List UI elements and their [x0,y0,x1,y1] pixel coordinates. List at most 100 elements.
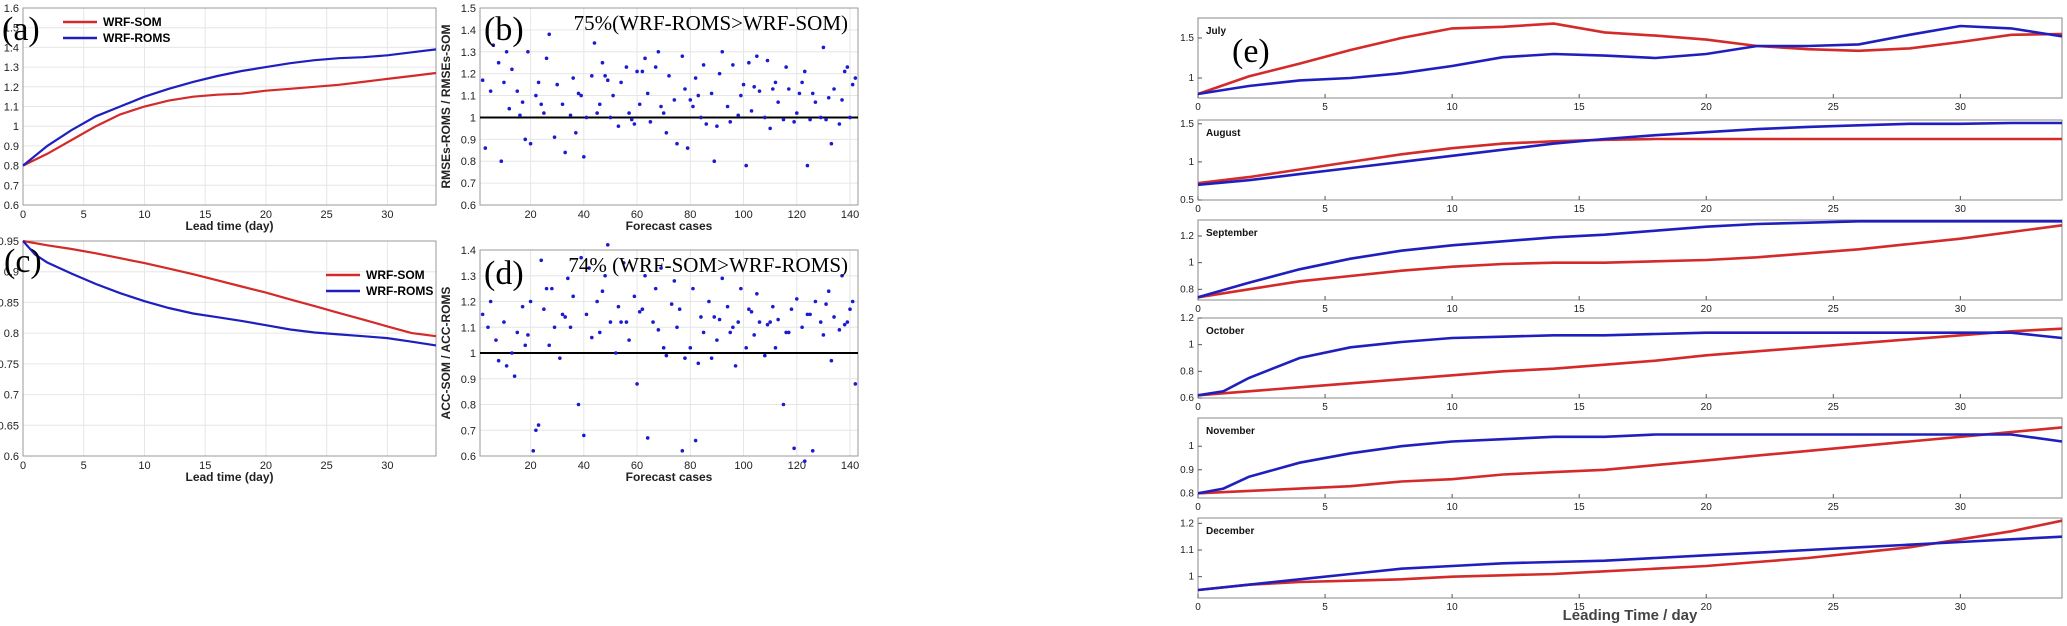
x-tick-label: 20 [260,209,272,221]
scatter-point [667,74,671,78]
y-tick-label: 1 [13,121,19,133]
plot-frame [479,7,859,206]
scatter-point [773,80,778,85]
plot-area [22,240,437,457]
y-axis-label: ACC-SOM / ACC-ROMS [439,287,453,420]
scatter-point [648,120,653,124]
y-tick-label: 1.6 [4,3,19,15]
x-axis-label: Lead time (day) [185,219,273,233]
scatter-point [691,286,695,291]
x-tick-label: 25 [1828,502,1840,513]
scatter-point [515,330,520,335]
scatter-point [613,351,618,355]
scatter-point [680,449,685,453]
x-tick-label: 20 [1701,204,1713,215]
series-line-wrf-roms [1197,535,2063,592]
scatter-point [749,310,754,314]
y-tick-label: 1.5 [1180,119,1194,130]
scatter-point [853,76,858,80]
y-tick-label: 0.6 [461,451,476,463]
x-tick-label: 0 [1195,402,1201,413]
y-tick-label: 1.2 [4,82,19,94]
y-tick-label: 0.6 [4,200,19,212]
series-line-wrf-som [1197,426,2063,495]
y-tick-label: 0.6 [1180,393,1194,404]
scatter-point [568,325,573,330]
scatter-point [688,346,693,350]
scatter-point [755,291,759,296]
y-tick-label: 1.5 [4,23,19,35]
scatter-point [709,91,714,96]
series-line-wrf-roms [1197,331,2063,397]
scatter-point [656,328,661,332]
y-tick-label: 1 [1188,572,1194,583]
y-tick-label: 1.4 [461,25,476,37]
scatter-point [558,356,562,360]
scatter-point [776,100,780,104]
scatter-point [528,299,533,304]
y-tick-label: 0.75 [0,359,19,371]
y-tick-label: 0.8 [461,400,476,412]
y-tick-label: 1.5 [461,3,476,15]
scatter-point [653,65,658,69]
scatter-point [536,423,541,427]
scatter-point [608,320,613,324]
scatter-point [531,449,536,453]
scatter-point [534,93,538,98]
series-line-wrf-roms [1197,24,2063,96]
scatter-point [848,307,852,312]
x-tick-label: 20 [1701,602,1713,613]
panel-label-e: (e) [1232,33,1270,70]
scatter-point [829,358,834,363]
x-tick-label: 20 [524,460,536,472]
panel-label-a: (a) [2,11,40,48]
scatter-point [712,159,717,164]
y-tick-label: 0.5 [1180,195,1194,206]
scatter-point [715,124,719,128]
scatter-point [584,115,589,120]
scatter-point [675,141,679,146]
scatter-point [619,320,623,324]
scatter-point [739,286,743,291]
x-tick-label: 25 [1828,204,1840,215]
x-axis-label: Lead time (day) [185,470,273,484]
scatter-point [600,289,605,294]
scatter-point [597,330,602,335]
scatter-point [773,346,778,350]
scatter-point [624,320,629,324]
y-tick-label: 0.9 [1180,465,1194,476]
x-tick-label: 15 [1574,502,1586,513]
scatter-point [574,130,578,135]
y-tick-label: 1 [1188,441,1194,452]
scatter-point [664,130,669,135]
x-tick-label: 15 [1574,402,1586,413]
scatter-point [818,115,823,120]
y-tick-label: 1.4 [4,42,19,54]
series-line-wrf-som [1197,327,2063,397]
x-tick-label: 60 [631,209,643,221]
plot-frame [22,7,437,206]
y-tick-label: 1.2 [1180,231,1194,242]
scatter-point [619,80,623,85]
x-tick-label: 5 [1322,102,1328,113]
subplot-july: 0 5 10 15 20 25 30 1 1.5 July [1180,17,2063,113]
scatter-point [771,87,775,91]
scatter-point [659,104,663,109]
y-tick-label: 1.1 [4,102,19,114]
scatter-point [739,93,743,98]
scatter-point [515,89,520,93]
y-tick-label: 1 [1188,340,1194,351]
scatter-point [696,93,701,98]
scatter-point [480,78,485,83]
scatter-point [808,312,812,317]
y-tick-label: 1.2 [461,297,476,309]
scatter-point [832,315,836,319]
y-tick-label: 1.4 [461,245,476,257]
scatter-point [496,358,501,363]
scatter-point [512,374,517,378]
y-tick-label: 0.85 [0,297,19,309]
x-tick-label: 5 [1322,502,1328,513]
scatter-point [747,307,751,312]
annotation-text: 74% (WRF-SOM>WRF-ROMS) [568,253,848,277]
scatter-point [810,91,815,96]
